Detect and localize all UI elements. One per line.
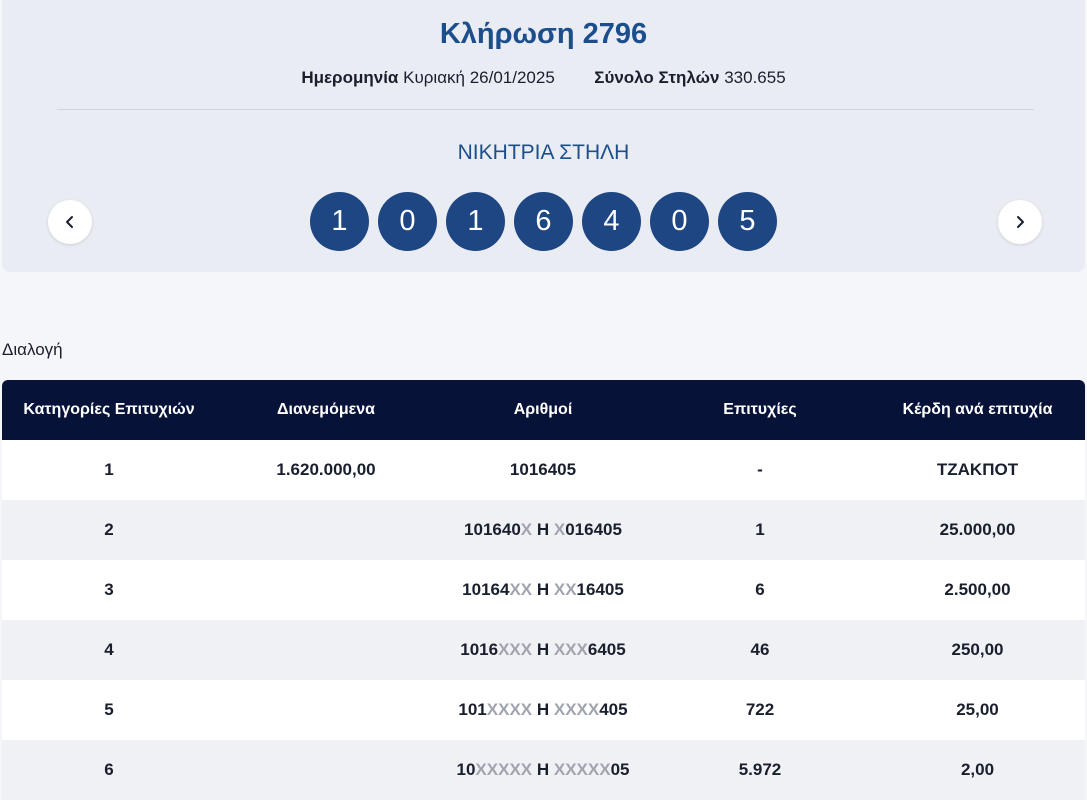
- number-separator: Η: [532, 640, 554, 659]
- cell-category: 6: [104, 760, 114, 779]
- cell-category: 3: [104, 580, 114, 599]
- cell-winners: 1: [755, 520, 765, 539]
- number-left: 101: [458, 700, 487, 719]
- draw-card: Κλήρωση 2796 Ημερομηνία Κυριακή 26/01/20…: [2, 0, 1085, 272]
- draw-title: Κλήρωση 2796: [439, 18, 648, 50]
- header-categories: Κατηγορίες Επιτυχιών: [23, 401, 195, 418]
- number-ball: 0: [650, 192, 709, 251]
- date-label: Ημερομηνία: [301, 68, 399, 87]
- number-left: 10164: [462, 580, 510, 599]
- table-header-row: Κατηγορίες Επιτυχιών Διανεμόμενα Αριθμοί…: [2, 380, 1085, 440]
- table-row: 5 101XXXX Η XXXX405 722 25,00: [2, 680, 1085, 740]
- header-winners: Επιτυχίες: [723, 401, 797, 418]
- number-left-mask: XXX: [498, 640, 533, 659]
- cell-prize: ΤΖΑΚΠΟΤ: [936, 460, 1019, 479]
- cell-distributed: [216, 620, 436, 680]
- number-right-mask: XXXXX: [553, 760, 611, 779]
- cell-winners: -: [757, 460, 763, 479]
- cell-distributed: [216, 560, 436, 620]
- results-table: Κατηγορίες Επιτυχιών Διανεμόμενα Αριθμοί…: [2, 380, 1085, 800]
- table-row: 3 10164XX Η XX16405 6 2.500,00: [2, 560, 1085, 620]
- number-right-mask: XX: [553, 580, 577, 599]
- columns-label: Σύνολο Στηλών: [594, 68, 720, 87]
- number-left: 1016405: [509, 460, 577, 479]
- table-row: 4 1016XXX Η XXX6405 46 250,00: [2, 620, 1085, 680]
- number-left-mask: X: [520, 520, 533, 539]
- number-ball: 5: [718, 192, 777, 251]
- number-right: 6405: [587, 640, 626, 659]
- cell-distributed: [216, 680, 436, 740]
- cell-numbers: 10XXXXX Η XXXXX05: [436, 740, 650, 800]
- number-right-mask: XXX: [553, 640, 588, 659]
- number-separator: Η: [532, 760, 554, 779]
- previous-draw-button[interactable]: [48, 200, 92, 244]
- cell-prize: 25,00: [956, 700, 999, 719]
- cell-winners: 722: [745, 700, 775, 719]
- cell-numbers: 101640X Η X016405: [436, 500, 650, 560]
- cell-numbers: 101XXXX Η XXXX405: [436, 680, 650, 740]
- number-separator: Η: [532, 520, 554, 539]
- draw-meta: Ημερομηνία Κυριακή 26/01/2025 Σύνολο Στη…: [2, 68, 1085, 88]
- number-right: 405: [599, 700, 628, 719]
- cell-numbers: 1016405: [436, 440, 650, 500]
- table-row: 2 101640X Η X016405 1 25.000,00: [2, 500, 1085, 560]
- winning-numbers: 1 0 1 6 4 0 5: [2, 192, 1085, 251]
- next-draw-button[interactable]: [998, 200, 1042, 244]
- cell-numbers: 1016XXX Η XXX6405: [436, 620, 650, 680]
- cell-category: 2: [104, 520, 114, 539]
- table-row: 6 10XXXXX Η XXXXX05 5.972 2,00: [2, 740, 1085, 800]
- number-separator: Η: [532, 700, 554, 719]
- number-right: 05: [610, 760, 630, 779]
- cell-numbers: 10164XX Η XX16405: [436, 560, 650, 620]
- header-numbers: Αριθμοί: [513, 401, 573, 418]
- number-ball: 6: [514, 192, 573, 251]
- table-row: 1 1.620.000,00 1016405 - ΤΖΑΚΠΟΤ: [2, 440, 1085, 500]
- cell-distributed: [216, 500, 436, 560]
- cell-distributed: 1.620.000,00: [276, 460, 376, 479]
- divider: [57, 109, 1034, 110]
- cell-winners: 5.972: [738, 760, 782, 779]
- cell-prize: 250,00: [951, 640, 1004, 659]
- number-ball: 1: [310, 192, 369, 251]
- cell-winners: 6: [755, 580, 765, 599]
- header-distributed: Διανεμόμενα: [277, 401, 375, 418]
- section-label: Διαλογή: [2, 340, 63, 359]
- number-left-mask: XXXXX: [475, 760, 533, 779]
- number-ball: 4: [582, 192, 641, 251]
- cell-category: 1: [104, 460, 114, 479]
- number-right: 016405: [565, 520, 622, 539]
- number-left-mask: XXXX: [486, 700, 533, 719]
- number-right: 16405: [576, 580, 624, 599]
- number-ball: 0: [378, 192, 437, 251]
- cell-category: 4: [104, 640, 114, 659]
- number-left-mask: XX: [509, 580, 533, 599]
- cell-category: 5: [104, 700, 114, 719]
- header-prize: Κέρδη ανά επιτυχία: [902, 401, 1053, 418]
- cell-prize: 25.000,00: [939, 520, 1016, 539]
- winning-column-title: ΝΙΚΗΤΡΙΑ ΣΤΗΛΗ: [457, 141, 630, 164]
- number-left: 1016: [460, 640, 499, 659]
- number-left: 10: [456, 760, 476, 779]
- chevron-left-icon: [66, 216, 73, 228]
- cell-prize: 2,00: [960, 760, 995, 779]
- number-ball: 1: [446, 192, 505, 251]
- cell-prize: 2.500,00: [944, 580, 1011, 599]
- number-right-mask: XXXX: [553, 700, 600, 719]
- date-value: Κυριακή 26/01/2025: [403, 68, 555, 87]
- number-right-mask: X: [553, 520, 566, 539]
- number-left: 101640: [464, 520, 521, 539]
- cell-distributed: [216, 740, 436, 800]
- chevron-right-icon: [1017, 216, 1024, 228]
- cell-winners: 46: [750, 640, 770, 659]
- columns-value: 330.655: [724, 68, 786, 87]
- number-separator: Η: [532, 580, 554, 599]
